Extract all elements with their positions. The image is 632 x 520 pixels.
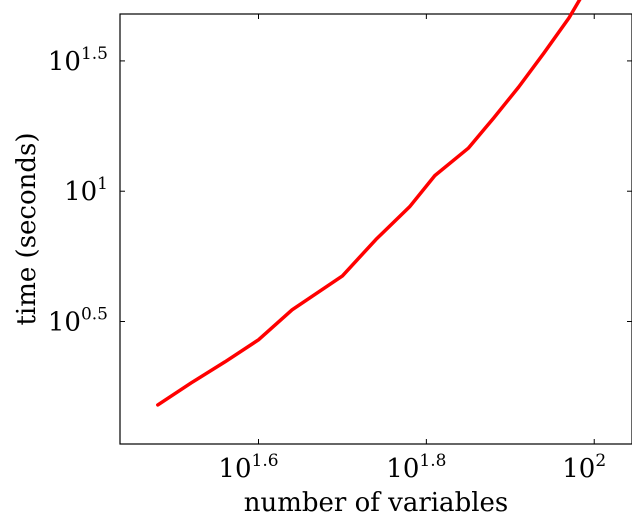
series-line [156, 0, 582, 407]
x-tick-label: 101.6 [218, 451, 278, 484]
y-tick-label: 100.5 [48, 305, 108, 338]
x-tick-label: 101.8 [386, 451, 446, 484]
y-tick-label: 101 [64, 174, 108, 207]
y-tick-label: 101.5 [48, 44, 108, 77]
y-axis-ticks: 100.5 101 101.5 [48, 44, 632, 338]
x-axis-label: number of variables [244, 488, 509, 518]
plot-frame [119, 13, 632, 445]
x-tick-label: 102 [562, 451, 606, 484]
x-axis-ticks: 101.6 101.8 102 [218, 14, 606, 484]
y-axis-label: time (seconds) [12, 132, 42, 325]
